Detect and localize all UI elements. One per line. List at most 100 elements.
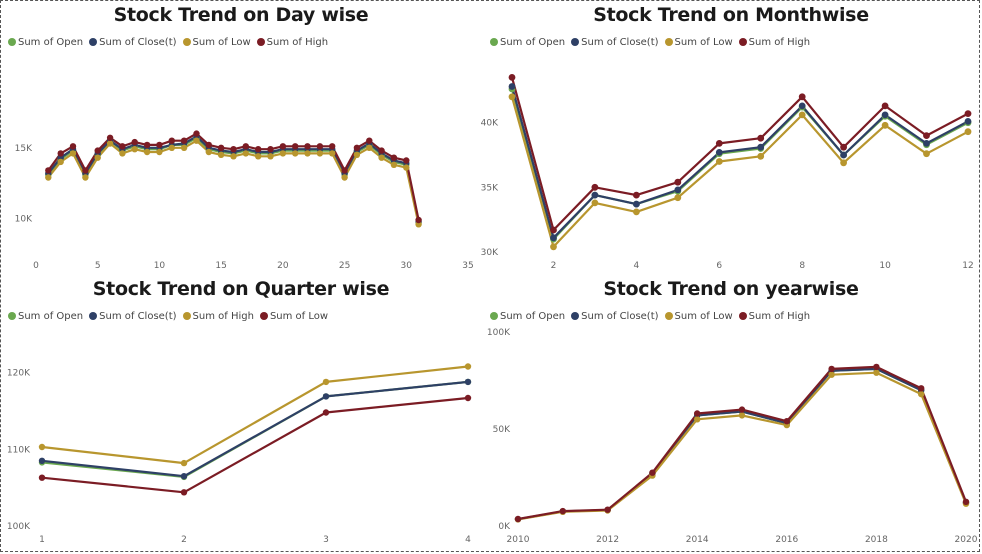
data-point (738, 412, 746, 419)
data-point (180, 489, 188, 496)
legend-label: Sum of High (266, 36, 329, 48)
data-point (255, 153, 262, 160)
x-tick-label: 25 (339, 261, 350, 271)
data-point (757, 143, 765, 151)
data-point (604, 506, 611, 513)
data-point (464, 394, 472, 402)
data-point (873, 369, 880, 376)
data-point (38, 474, 46, 481)
data-point (366, 137, 373, 144)
data-point (633, 208, 640, 216)
data-point (415, 216, 422, 224)
legend-marker-icon (571, 38, 580, 46)
legend-item[interactable]: Sum of Close(t) (89, 311, 177, 322)
data-point (715, 140, 723, 147)
chart-plot: 0K 50K 100K 2010 2012 2014 2016 2018 2020 (487, 328, 978, 545)
legend-marker-icon (738, 38, 747, 46)
series-line (516, 367, 968, 521)
legend-item[interactable]: Sum of Low (182, 36, 251, 48)
legend-item[interactable]: Sum of Low (664, 36, 733, 48)
data-point (255, 146, 262, 153)
legend-label: Sum of High (748, 310, 811, 322)
x-tick-label: 30 (401, 261, 413, 271)
x-tick-label: 20 (277, 261, 289, 271)
data-point (828, 371, 835, 378)
x-tick-label: 2016 (775, 535, 798, 545)
legend-item[interactable]: Sum of High (182, 311, 254, 322)
data-point (881, 102, 889, 110)
y-tick-label: 120K (7, 369, 31, 379)
legend-marker-icon (571, 312, 580, 320)
chart-legend: Sum of Open Sum of Close(t) Sum of Low Sum … (8, 36, 328, 48)
chart-title: Stock Trend on Day wise (113, 4, 369, 26)
data-point (94, 147, 101, 154)
legend-label: Sum of Close(t) (581, 310, 659, 322)
series-line (510, 76, 970, 232)
data-point (38, 457, 46, 464)
legend-item[interactable]: Sum of Close(t) (571, 310, 659, 322)
data-point (366, 144, 373, 151)
x-tick-label: 4 (633, 261, 639, 271)
legend-marker-icon (256, 38, 265, 46)
data-point (341, 174, 348, 181)
data-point (69, 150, 77, 157)
legend-item[interactable]: Sum of Open (8, 311, 83, 322)
chart-legend: Sum of Open Sum of Close(t) Sum of Low Sum … (490, 36, 810, 48)
data-point (131, 146, 138, 153)
data-point (180, 459, 188, 467)
data-point (45, 174, 52, 181)
data-point (180, 144, 188, 151)
legend-label: Sum of Open (500, 310, 566, 322)
series-line (40, 365, 470, 465)
data-point (514, 515, 522, 523)
x-tick-label: 12 (962, 261, 973, 271)
series-line (40, 396, 470, 494)
data-point (674, 178, 682, 186)
legend-label: Sum of Low (674, 36, 733, 48)
legend-item[interactable]: Sum of Open (8, 37, 83, 48)
series-line (516, 365, 968, 521)
data-point (964, 128, 972, 136)
data-point (329, 143, 336, 150)
data-point (57, 158, 64, 166)
data-point (45, 167, 52, 174)
legend-marker-icon (182, 312, 191, 320)
data-point (316, 150, 324, 157)
legend-label: Sum of Low (192, 36, 251, 48)
data-point (193, 137, 200, 144)
data-point (923, 132, 930, 140)
legend-item[interactable]: Sum of Close(t) (571, 37, 659, 48)
data-point (550, 226, 557, 234)
chart-title: Stock Trend on Monthwise (593, 4, 869, 26)
data-point (962, 498, 970, 505)
x-tick-label: 35 (462, 261, 473, 271)
legend-item[interactable]: Sum of Close(t) (89, 37, 177, 48)
x-tick-label: 2014 (686, 535, 709, 545)
data-point (217, 144, 225, 151)
legend-item[interactable]: Sum of Low (664, 311, 733, 322)
data-point (798, 93, 806, 101)
legend-marker-icon (664, 38, 673, 46)
legend-item[interactable]: Sum of High (256, 36, 329, 48)
data-point (591, 199, 599, 207)
data-point (217, 151, 225, 158)
chart-panel-day: Stock Trend on Day wise Sum of Open Sum o… (2, 2, 480, 274)
data-point (38, 443, 46, 451)
y-tick-label: 100K (7, 522, 31, 532)
legend-label: Sum of Open (18, 310, 84, 322)
data-point (757, 152, 765, 160)
legend-item[interactable]: Sum of Open (490, 37, 565, 48)
legend-item[interactable]: Sum of High (738, 310, 811, 322)
data-point (633, 200, 640, 208)
series-line (40, 380, 470, 478)
data-point (205, 148, 212, 156)
data-point (143, 141, 151, 149)
data-point (715, 158, 723, 165)
data-point (131, 138, 138, 146)
legend-item[interactable]: Sum of High (738, 37, 810, 48)
legend-item[interactable]: Sum of Open (490, 311, 565, 322)
legend-item[interactable]: Sum of Low (259, 310, 329, 322)
data-point (180, 137, 188, 144)
legend-label: Sum of Low (269, 310, 329, 322)
data-point (403, 164, 410, 171)
